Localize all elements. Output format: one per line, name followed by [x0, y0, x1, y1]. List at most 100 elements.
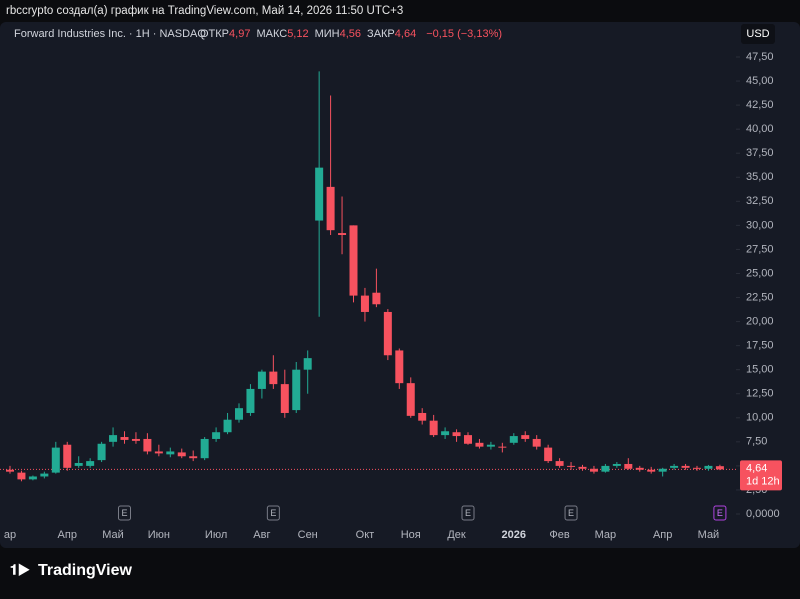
event-label: E	[270, 508, 276, 518]
candle-body	[601, 465, 610, 472]
candle-body	[715, 466, 724, 470]
candle-body	[292, 369, 301, 411]
candle-body	[349, 225, 358, 296]
y-tick-label: 0,0000	[746, 508, 780, 520]
y-tick-label: 27,50	[746, 243, 774, 255]
legend-value: 4,97	[229, 28, 250, 40]
candle-body	[670, 465, 679, 468]
x-tick-label: ар	[4, 529, 16, 541]
legend-value: 5,12	[287, 28, 308, 40]
candle-body	[246, 388, 255, 413]
candle-body	[120, 437, 129, 440]
candle-body	[86, 461, 95, 466]
x-tick-label: Фев	[549, 529, 569, 541]
event-box	[564, 505, 578, 521]
y-tick-label: 12,50	[746, 388, 774, 400]
candle-body	[509, 436, 518, 443]
y-tick-label: 40,00	[746, 123, 774, 135]
x-tick-label: Май	[102, 529, 124, 541]
candle-body	[303, 358, 312, 370]
candle-body	[166, 451, 175, 455]
event-box	[118, 505, 131, 521]
x-tick-label: Июн	[148, 529, 170, 541]
x-tick-label: Апр	[58, 529, 77, 541]
event-label: E	[717, 508, 723, 518]
candle-body	[532, 438, 541, 447]
candle-body	[154, 451, 163, 454]
candle-body	[567, 465, 576, 467]
candle-body	[578, 466, 587, 469]
legend-value: 4,56	[340, 28, 361, 40]
legend-label: ЗАКР	[367, 28, 395, 40]
event-label: E	[121, 508, 127, 518]
logo-mark: 𝟏▶	[10, 562, 30, 578]
candle-body	[486, 444, 495, 447]
candle-body	[189, 456, 198, 459]
candle-body	[360, 295, 369, 312]
symbol: Forward Industries Inc. · 1Н · NASDAQ	[14, 28, 206, 40]
candle-body	[498, 446, 507, 448]
candle-body	[441, 431, 450, 436]
candle-body	[51, 447, 60, 473]
candle-body	[681, 465, 690, 468]
last-price-label: 4,64	[746, 462, 767, 474]
legend-label: МАКС	[256, 28, 287, 40]
candle-body	[338, 233, 347, 235]
x-tick-label: Сен	[298, 529, 318, 541]
y-tick-label: 20,00	[746, 315, 774, 327]
event-label: E	[568, 508, 574, 518]
x-tick-label: Мар	[595, 529, 617, 541]
candle-body	[257, 371, 266, 389]
candle-body	[109, 435, 118, 442]
y-tick-label: 7,50	[746, 436, 767, 448]
change: −0,15 (−3,13%)	[426, 28, 502, 40]
x-tick-label: Июл	[205, 529, 227, 541]
candle-body	[612, 463, 621, 466]
candle-body	[395, 350, 404, 384]
candle-body	[223, 419, 232, 433]
candle-body	[63, 444, 72, 468]
currency-box	[741, 24, 775, 44]
candle-body	[212, 432, 221, 439]
x-tick-label: Ноя	[401, 529, 421, 541]
event-box	[713, 505, 727, 521]
candle-body	[131, 438, 140, 441]
candle-body	[589, 468, 598, 472]
brand: TradingView	[38, 562, 133, 579]
y-tick-label: 22,50	[746, 291, 774, 303]
y-tick-label: 17,50	[746, 340, 774, 352]
currency: USD	[746, 28, 769, 40]
candle-body	[40, 473, 49, 477]
candle-body	[269, 371, 278, 385]
candle-body	[177, 452, 186, 457]
x-tick-label: Авг	[253, 529, 270, 541]
legend-label: МИН	[315, 28, 340, 40]
y-tick-label: 37,50	[746, 147, 774, 159]
y-tick-label: 45,00	[746, 75, 774, 87]
y-tick-label: 42,50	[746, 99, 774, 111]
caption: rbccrypto создал(а) график на TradingVie…	[6, 5, 403, 17]
legend-value: 4,64	[395, 28, 416, 40]
candle-body	[143, 438, 152, 452]
candle-body	[97, 443, 106, 461]
candle-body	[315, 167, 324, 221]
candle-body	[383, 311, 392, 356]
candle-body	[372, 292, 381, 305]
y-tick-label: 10,00	[746, 412, 774, 424]
x-tick-label: Окт	[356, 529, 375, 541]
candle-body	[635, 467, 644, 470]
candle-body	[647, 469, 656, 472]
last-price-box	[740, 460, 782, 491]
candle-body	[235, 408, 243, 420]
candle-body	[658, 468, 667, 472]
candle-body	[74, 463, 83, 466]
y-tick-label: 30,00	[746, 219, 774, 231]
y-tick-label: 25,00	[746, 267, 774, 279]
x-tick-label: Май	[698, 529, 720, 541]
candle-body	[6, 469, 14, 472]
candle-body	[624, 463, 633, 469]
candle-body	[704, 465, 713, 469]
countdown: 1d 12h	[746, 475, 780, 487]
